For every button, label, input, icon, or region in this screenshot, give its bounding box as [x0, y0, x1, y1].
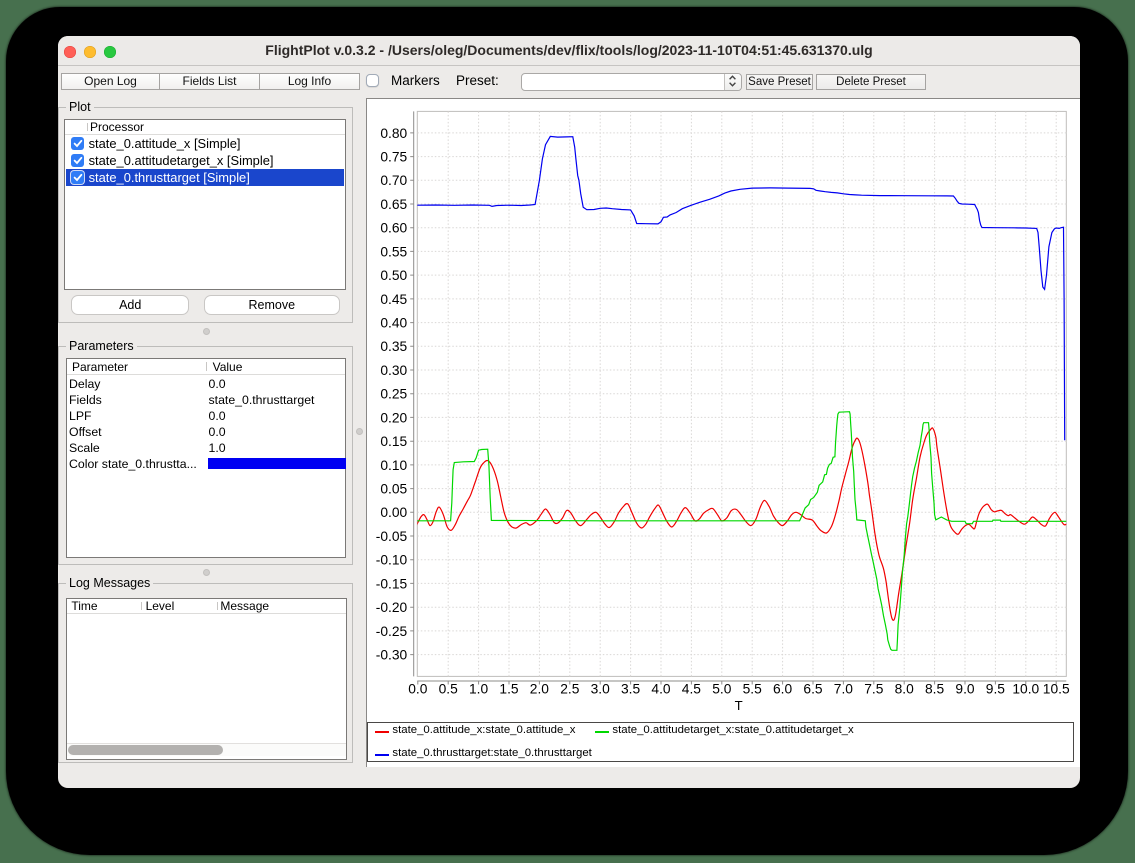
svg-text:-0.30: -0.30 — [375, 648, 407, 663]
svg-text:0.70: 0.70 — [380, 173, 407, 188]
svg-text:-0.20: -0.20 — [375, 600, 407, 615]
svg-text:8.0: 8.0 — [894, 682, 914, 697]
svg-text:1.5: 1.5 — [499, 682, 519, 697]
svg-text:0.30: 0.30 — [380, 363, 407, 378]
svg-text:T: T — [734, 698, 742, 713]
svg-text:0.65: 0.65 — [380, 197, 407, 212]
svg-text:0.60: 0.60 — [380, 221, 407, 236]
svg-text:-0.25: -0.25 — [375, 624, 407, 639]
svg-text:0.15: 0.15 — [380, 434, 407, 449]
svg-text:9.5: 9.5 — [985, 682, 1005, 697]
svg-text:-0.15: -0.15 — [375, 576, 407, 591]
svg-text:0.5: 0.5 — [438, 682, 458, 697]
svg-text:9.0: 9.0 — [955, 682, 975, 697]
svg-text:6.0: 6.0 — [773, 682, 793, 697]
svg-text:0.45: 0.45 — [380, 292, 407, 307]
svg-text:0.40: 0.40 — [380, 316, 407, 331]
svg-text:6.5: 6.5 — [803, 682, 823, 697]
svg-text:0.00: 0.00 — [380, 505, 407, 520]
svg-text:1.0: 1.0 — [469, 682, 489, 697]
svg-text:0.80: 0.80 — [380, 126, 407, 141]
svg-text:7.5: 7.5 — [864, 682, 884, 697]
svg-text:2.5: 2.5 — [560, 682, 580, 697]
svg-text:10.5: 10.5 — [1042, 682, 1069, 697]
svg-text:3.0: 3.0 — [590, 682, 610, 697]
svg-text:0.05: 0.05 — [380, 482, 407, 497]
svg-text:5.5: 5.5 — [742, 682, 762, 697]
svg-text:0.25: 0.25 — [380, 387, 407, 402]
svg-text:10.0: 10.0 — [1012, 682, 1039, 697]
svg-text:0.55: 0.55 — [380, 244, 407, 259]
svg-text:-0.10: -0.10 — [375, 553, 407, 568]
svg-text:2.0: 2.0 — [529, 682, 549, 697]
svg-text:0.0: 0.0 — [408, 682, 428, 697]
svg-text:4.0: 4.0 — [651, 682, 671, 697]
svg-text:8.5: 8.5 — [925, 682, 945, 697]
svg-text:0.50: 0.50 — [380, 268, 407, 283]
svg-text:0.35: 0.35 — [380, 339, 407, 354]
svg-text:7.0: 7.0 — [833, 682, 853, 697]
svg-text:3.5: 3.5 — [621, 682, 641, 697]
svg-text:5.0: 5.0 — [712, 682, 732, 697]
svg-text:0.10: 0.10 — [380, 458, 407, 473]
svg-text:4.5: 4.5 — [681, 682, 701, 697]
svg-text:0.75: 0.75 — [380, 150, 407, 165]
svg-text:0.20: 0.20 — [380, 410, 407, 425]
svg-text:-0.05: -0.05 — [375, 529, 407, 544]
